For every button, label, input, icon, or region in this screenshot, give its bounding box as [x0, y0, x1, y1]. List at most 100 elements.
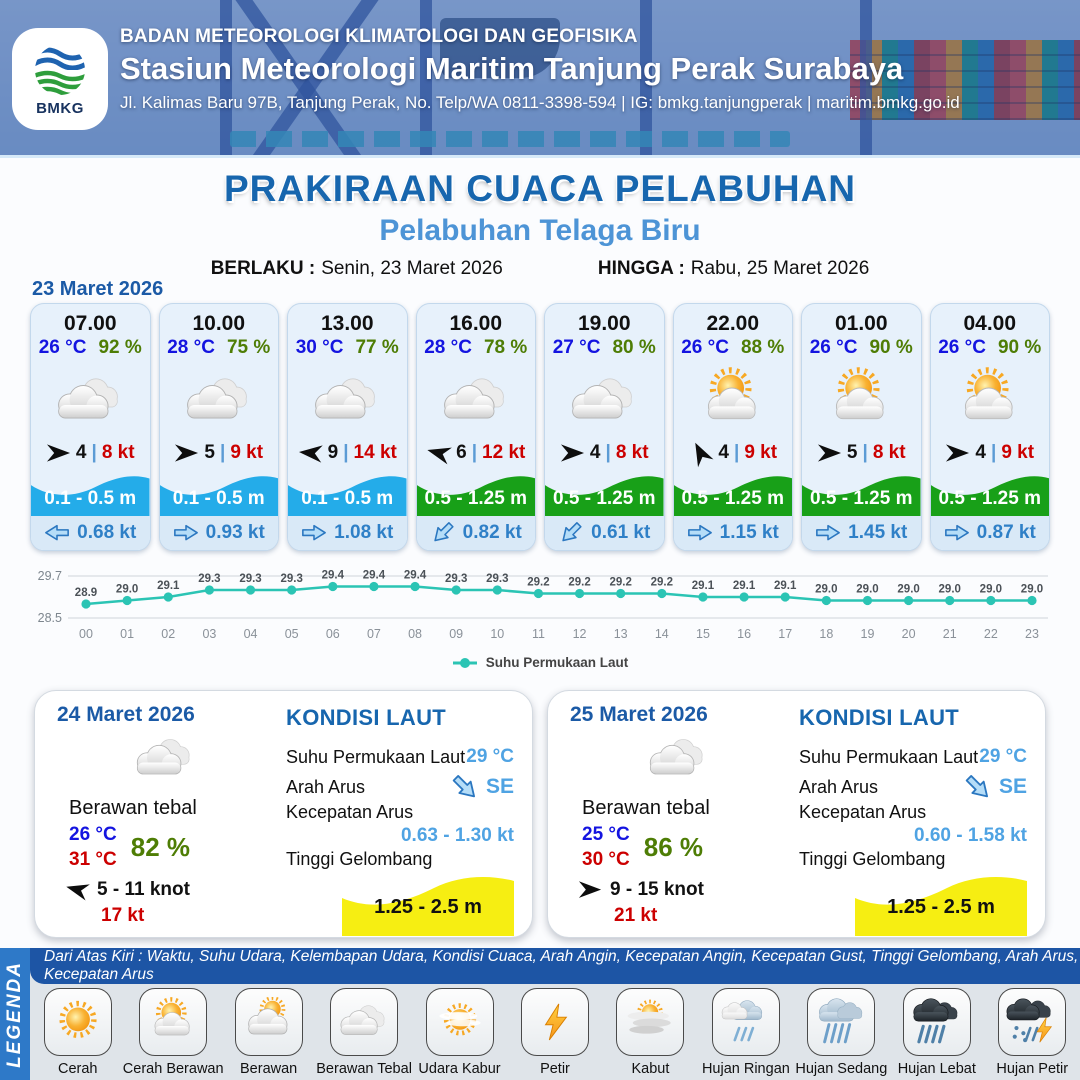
daily-summary-row: 24 Maret 2026 Berawan tebal 26 °C 31 °C … — [34, 690, 1046, 938]
svg-text:21: 21 — [943, 627, 957, 641]
daily-wave-height: 1.25 - 2.5 m — [342, 872, 514, 936]
svg-text:29.0: 29.0 — [116, 584, 138, 596]
separator: | — [862, 442, 868, 463]
wave-height-band: 0.1 - 0.5 m — [159, 464, 278, 516]
svg-text:01: 01 — [120, 627, 134, 641]
legend-icon-box — [330, 988, 399, 1056]
daily-summary-card: 24 Maret 2026 Berawan tebal 26 °C 31 °C … — [34, 690, 533, 938]
forecast-temp-humidity: 26 °C 90 % — [938, 337, 1041, 359]
forecast-time: 10.00 — [192, 312, 246, 335]
daily-summary-card: 25 Maret 2026 Berawan tebal 25 °C 30 °C … — [547, 690, 1046, 938]
wave-height-value: 0.5 - 1.25 m — [681, 488, 784, 509]
air-temperature: 28 °C — [424, 337, 472, 358]
air-temperature: 26 °C — [809, 337, 858, 358]
sst-chart-legend: Suhu Permukaan Laut — [0, 655, 1080, 670]
current-direction-value: SE — [963, 775, 1027, 800]
legend-item-label: Kabut — [631, 1061, 670, 1077]
wind-info: 6 | 12 kt — [426, 442, 525, 465]
cerah-icon — [59, 1000, 97, 1039]
legend-item-label: Hujan Petir — [996, 1061, 1069, 1077]
forecast-date: 23 Maret 2026 — [32, 278, 164, 300]
wave-height-band: 0.1 - 0.5 m — [31, 464, 150, 516]
current-info: 0.93 kt — [159, 516, 278, 550]
bmkg-logo-text: BMKG — [36, 99, 84, 117]
wind-info: 5 | 8 kt — [817, 442, 906, 464]
current-info: 1.15 kt — [673, 516, 792, 550]
svg-text:29.1: 29.1 — [692, 580, 715, 592]
current-speed-label: Kecepatan Arus — [286, 801, 414, 822]
svg-text:29.3: 29.3 — [239, 573, 261, 585]
current-direction-value: SE — [450, 775, 514, 800]
forecast-temp-humidity: 28 °C 75 % — [167, 337, 270, 359]
sst-chart: 29.7 28.5 28.9 00 29.0 01 29.1 02 29.3 03 29.3 04 29… — [30, 562, 1050, 659]
legend-item: Petir — [510, 988, 600, 1077]
wind-info: 4 | 8 kt — [46, 442, 135, 464]
air-temperature: 28 °C — [167, 337, 215, 358]
forecast-cards-row: 07.00 26 °C 92 % 4 | 8 kt 0.1 - 0.5 m 0.… — [30, 303, 1050, 551]
daily-humidity: 86 % — [643, 831, 703, 862]
wave-height-label: Tinggi Gelombang — [799, 848, 946, 869]
legend-icon-box — [139, 988, 208, 1056]
daily-condition-label: Berawan tebal — [582, 796, 710, 819]
daily-wind-range: 5 - 11 knot — [97, 879, 190, 900]
legend-item: Cerah Berawan — [123, 988, 224, 1077]
berawan-tebal-icon — [340, 1005, 385, 1035]
daily-gust: 17 kt — [101, 905, 145, 926]
legend-icon-box — [807, 988, 876, 1056]
humidity: 77 % — [355, 337, 399, 358]
sst-legend-marker-icon — [452, 657, 477, 668]
wind-speed: 4 — [975, 442, 986, 463]
bmkg-logo-icon — [35, 44, 85, 95]
svg-text:13: 13 — [614, 627, 628, 641]
wave-shape-icon — [31, 476, 150, 516]
weather-condition — [566, 361, 642, 441]
daily-left-column: 24 Maret 2026 Berawan tebal 26 °C 31 °C … — [57, 703, 272, 927]
daily-sea-column: KONDISI LAUT Suhu Permukaan Laut 29 °C A… — [785, 703, 1027, 936]
daily-wind: 5 - 11 knot — [57, 879, 272, 901]
legend-icon-box — [616, 988, 685, 1056]
page-title: PRAKIRAAN CUACA PELABUHAN — [223, 168, 857, 209]
current-speed: 1.15 kt — [719, 522, 779, 543]
current-direction-arrow-icon — [302, 525, 327, 541]
sst-line-chart: 29.7 28.5 28.9 00 29.0 01 29.1 02 29.3 03 29.3 04 29… — [38, 569, 1048, 641]
svg-text:04: 04 — [244, 627, 258, 641]
svg-text:29.2: 29.2 — [610, 577, 632, 589]
legend-item-label: Hujan Lebat — [897, 1061, 976, 1077]
cerah-berawan-icon — [836, 367, 884, 420]
separator: | — [220, 442, 226, 463]
svg-text:19: 19 — [861, 627, 875, 641]
svg-text:29.2: 29.2 — [568, 577, 590, 589]
separator: | — [991, 442, 997, 463]
berlaku-label: BERLAKU : — [210, 258, 316, 279]
current-speed: 0.68 kt — [77, 522, 137, 543]
berawan-tebal-icon — [136, 739, 190, 775]
svg-text:11: 11 — [532, 627, 545, 641]
svg-text:03: 03 — [202, 627, 216, 641]
humidity: 75 % — [226, 337, 271, 358]
svg-text:22: 22 — [984, 627, 998, 641]
legend-item-label: Hujan Sedang — [795, 1061, 888, 1077]
separator: | — [91, 442, 97, 463]
daily-wave-value: 1.25 - 2.5 m — [887, 896, 995, 918]
gust-speed: 9 kt — [1001, 442, 1035, 463]
forecast-time: 01.00 — [834, 312, 888, 335]
sst-value: 29 °C — [979, 746, 1027, 767]
svg-text:16: 16 — [737, 627, 751, 641]
wave-height-value: 0.1 - 0.5 m — [44, 488, 137, 509]
legend-ribbon-text: LEGENDA — [4, 960, 25, 1068]
current-speed-value: 0.63 - 1.30 kt — [400, 824, 514, 846]
agency-name: BADAN METEOROLOGI KLIMATOLOGI DAN GEOFIS… — [120, 26, 638, 47]
berawan-tebal-icon — [443, 378, 504, 419]
svg-text:15: 15 — [696, 627, 710, 641]
svg-text:29.0: 29.0 — [1021, 584, 1043, 596]
window-mullion — [420, 0, 432, 155]
svg-text:29.7: 29.7 — [38, 569, 62, 583]
wave-shape-icon — [288, 476, 407, 516]
forecast-temp-humidity: 27 °C 80 % — [553, 337, 656, 359]
current-speed: 0.82 kt — [462, 522, 522, 543]
daily-temp-max: 30 °C — [582, 849, 630, 871]
separator: | — [605, 442, 611, 463]
sst-label: Suhu Permukaan Laut — [286, 746, 466, 767]
daily-wave-height: 1.25 - 2.5 m — [855, 872, 1027, 936]
